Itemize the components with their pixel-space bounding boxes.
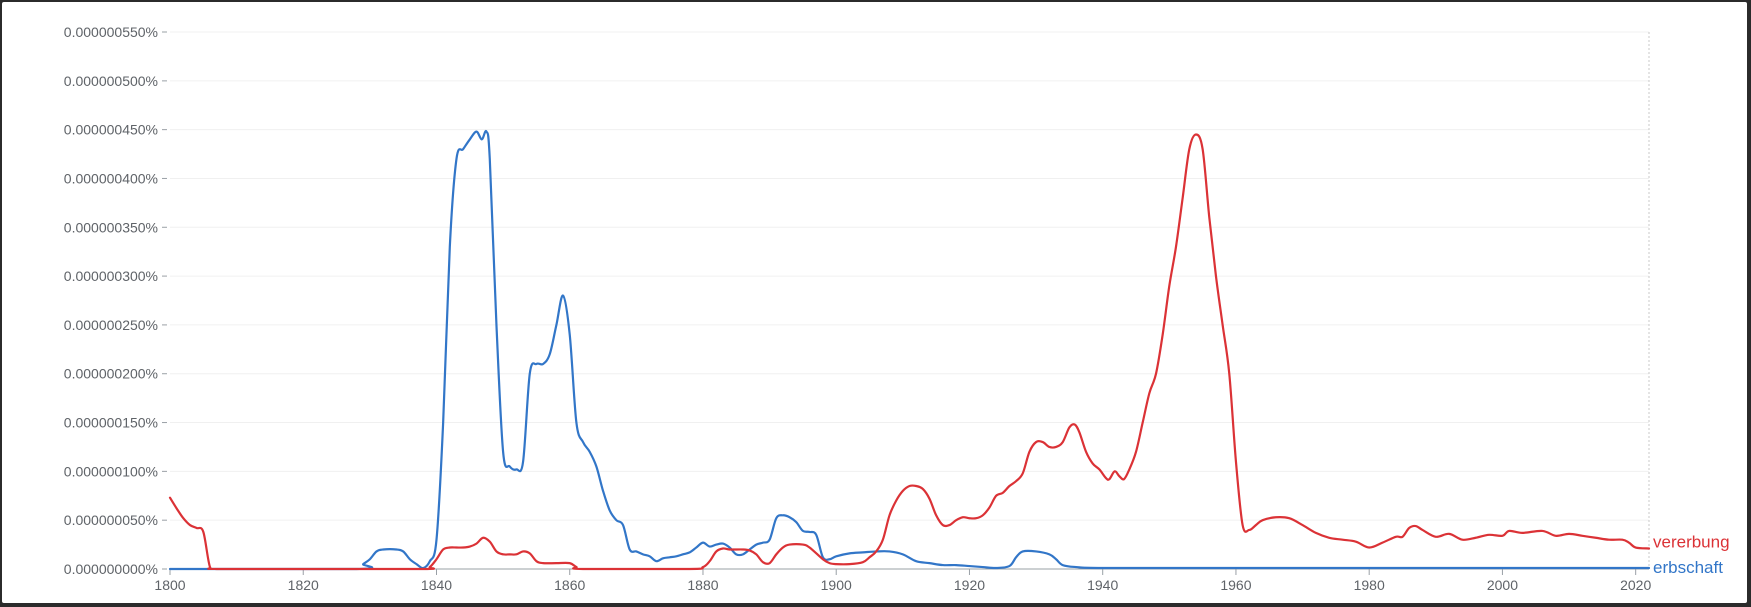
x-tick-label: 1860 xyxy=(554,577,585,593)
x-tick-label: 1880 xyxy=(687,577,718,593)
x-tick-label: 1840 xyxy=(421,577,452,593)
x-tick-label: 2000 xyxy=(1487,577,1518,593)
y-tick-label: 0.000000100% xyxy=(64,463,158,479)
y-tick-label: 0.000000200% xyxy=(64,366,158,382)
y-tick-label: 0.000000550% xyxy=(64,24,158,40)
y-tick-label: 0.000000250% xyxy=(64,317,158,333)
series-label-vererbung[interactable]: vererbung xyxy=(1653,532,1730,551)
x-tick-label: 2020 xyxy=(1620,577,1651,593)
x-tick-label: 1820 xyxy=(288,577,319,593)
y-tick-label: 0.000000150% xyxy=(64,415,158,431)
x-tick-label: 1940 xyxy=(1087,577,1118,593)
y-tick-label: 0.000000050% xyxy=(64,512,158,528)
y-tick-label: 0.000000300% xyxy=(64,268,158,284)
series-labels: vererbung erbschaft xyxy=(1653,532,1730,577)
series-line-erbschaft[interactable] xyxy=(168,129,1651,571)
x-tick-label: 1960 xyxy=(1220,577,1251,593)
y-axis: 0.000000000% 0.000000050% 0.000000100% 0.00… xyxy=(64,24,167,577)
series-lines xyxy=(168,129,1651,571)
y-tick-label: 0.000000500% xyxy=(64,73,158,89)
gridlines xyxy=(170,31,1650,569)
x-axis: 1800 1820 1840 1860 1880 1900 1920 1940 1960 1980… xyxy=(154,568,1651,593)
series-label-erbschaft[interactable]: erbschaft xyxy=(1653,558,1723,577)
x-tick-label: 1900 xyxy=(821,577,852,593)
x-tick-label: 1980 xyxy=(1354,577,1385,593)
y-tick-label: 0.000000000% xyxy=(64,561,158,577)
x-tick-label: 1800 xyxy=(154,577,185,593)
x-tick-label: 1920 xyxy=(954,577,985,593)
y-tick-label: 0.000000450% xyxy=(64,122,158,138)
series-line-vererbung[interactable] xyxy=(168,133,1651,571)
y-tick-label: 0.000000350% xyxy=(64,219,158,235)
y-tick-label: 0.000000400% xyxy=(64,170,158,186)
